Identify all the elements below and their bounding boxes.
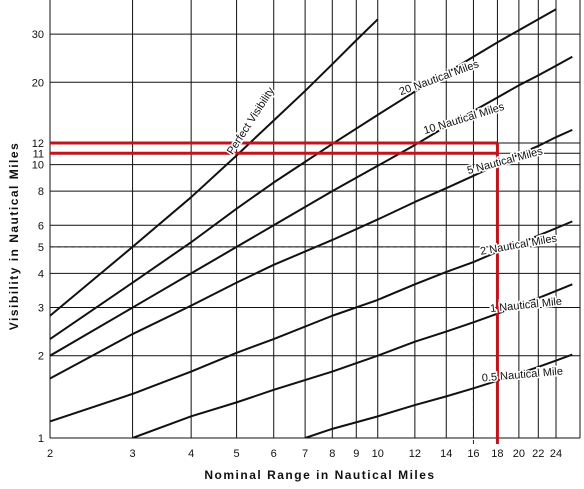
x-tick-label: 4 bbox=[188, 448, 194, 460]
y-tick-label: 1 bbox=[38, 433, 44, 445]
y-tick-label: 4 bbox=[38, 268, 44, 280]
tick-labels: 2 3 4 5 6 7 8 9 10 12 14 16 18 20 22 241234568101112203… bbox=[32, 29, 562, 460]
x-tick-label: 6 bbox=[271, 448, 277, 460]
x-tick-label: 16 bbox=[467, 448, 479, 460]
curve bbox=[50, 55, 573, 357]
x-tick-label: 24 bbox=[550, 448, 562, 460]
curve bbox=[304, 353, 573, 438]
x-tick-label: 14 bbox=[440, 448, 452, 460]
guide-lines bbox=[50, 141, 499, 444]
y-tick-label: 11 bbox=[33, 148, 44, 160]
x-tick-label: 2 bbox=[47, 448, 53, 460]
curve-label: 0.5 Nautical Mile bbox=[481, 365, 563, 384]
curve-label: Perfect Visibility bbox=[225, 85, 278, 157]
curve bbox=[50, 220, 573, 423]
y-tick-label: 5 bbox=[38, 242, 44, 254]
x-tick-label: 3 bbox=[130, 448, 136, 460]
x-tick-label: 22 bbox=[532, 448, 544, 460]
x-tick-label: 18 bbox=[491, 448, 503, 460]
x-tick-label: 5 bbox=[234, 448, 240, 460]
x-axis-title: Nominal Range in Nautical Miles bbox=[204, 468, 435, 482]
x-tick-label: 7 bbox=[302, 448, 308, 460]
y-tick-label: 8 bbox=[38, 186, 44, 198]
y-tick-label: 10 bbox=[32, 160, 44, 172]
y-tick-label: 12 bbox=[32, 138, 44, 150]
y-axis-title: Visibility in Nautical Miles bbox=[7, 142, 21, 331]
curve-label: 5 Nautical Miles bbox=[466, 145, 545, 177]
y-tick-label: 20 bbox=[32, 77, 44, 89]
visibility-curves bbox=[50, 8, 573, 438]
x-tick-label: 8 bbox=[329, 448, 335, 460]
x-tick-label: 10 bbox=[372, 448, 384, 460]
x-tick-label: 9 bbox=[353, 448, 359, 460]
curve bbox=[50, 8, 557, 340]
y-tick-label: 3 bbox=[38, 303, 44, 315]
curve-label: 20 Nautical Miles bbox=[398, 58, 481, 98]
y-tick-label: 2 bbox=[38, 351, 44, 363]
x-tick-label: 12 bbox=[409, 448, 421, 460]
curve-label: 1 Nautical Mile bbox=[490, 296, 563, 315]
y-tick-label: 30 bbox=[32, 29, 44, 41]
y-tick-label: 6 bbox=[38, 220, 44, 232]
x-tick-label: 20 bbox=[513, 448, 525, 460]
curve-label: 10 Nautical Miles bbox=[422, 101, 506, 137]
curve bbox=[132, 283, 573, 438]
curve bbox=[50, 128, 573, 380]
curve bbox=[50, 18, 379, 317]
